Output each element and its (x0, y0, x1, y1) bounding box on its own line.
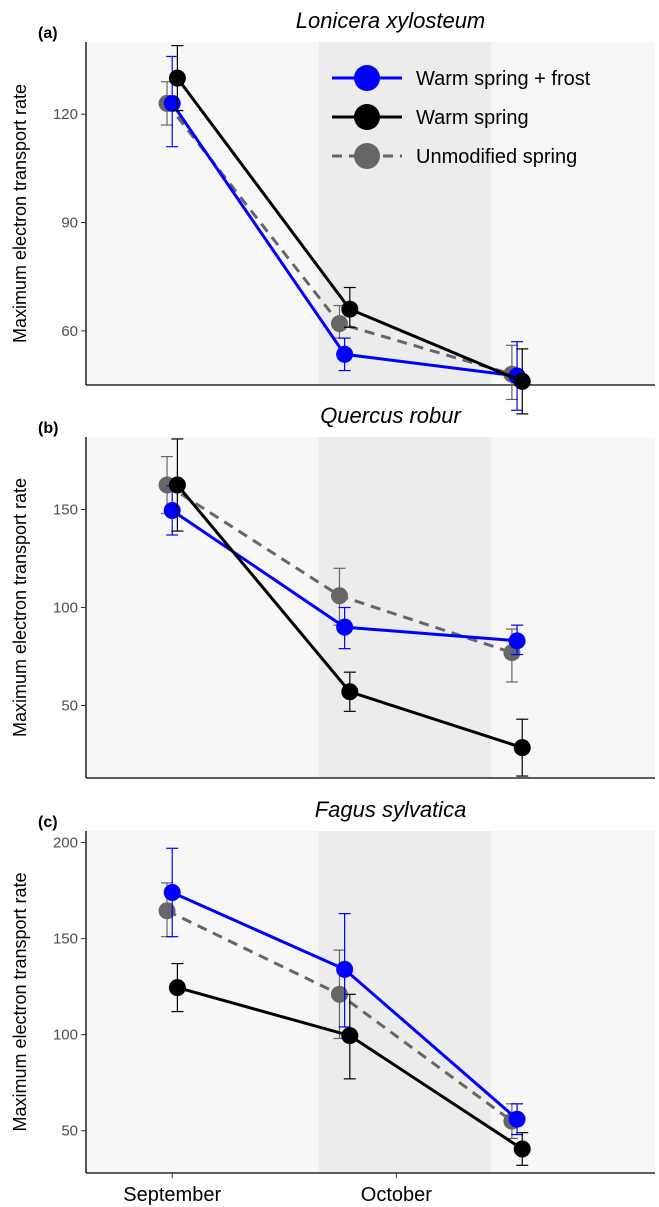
y-tick-label: 150 (53, 931, 78, 948)
y-tick-label: 150 (53, 502, 78, 519)
panel-label: (a) (38, 25, 58, 42)
series-warm-spring (168, 962, 531, 1166)
data-point (336, 345, 354, 363)
data-point (513, 739, 531, 757)
october-shaded-band (318, 831, 492, 1173)
series-warm-spring-frost (163, 847, 526, 1136)
data-point (336, 618, 354, 636)
data-point (341, 300, 359, 318)
data-point (513, 372, 531, 390)
panel-1: 50 100 150 (b) Quercus robur Maximum electron… (10, 403, 655, 779)
data-point (168, 476, 186, 494)
panel-label: (c) (38, 814, 58, 831)
x-tick-label: October (361, 1184, 432, 1206)
legend-label: Warm spring + frost (416, 68, 591, 90)
panel-2: 50 100 150 200 September October (c) Fagus sylv… (10, 797, 655, 1206)
y-tick-label: 60 (61, 323, 78, 340)
y-tick-label: 100 (53, 600, 78, 617)
data-point (513, 1140, 531, 1158)
y-tick-label: 200 (53, 835, 78, 852)
y-tick-label: 50 (61, 1123, 78, 1140)
x-tick-label: September (123, 1184, 221, 1206)
y-tick-label: 50 (61, 697, 78, 714)
series-warm-spring (168, 45, 531, 415)
data-point (508, 632, 526, 650)
october-shaded-band (318, 42, 492, 385)
data-point (168, 979, 186, 997)
panel-title: Lonicera xylosteum (296, 8, 486, 33)
data-point (158, 902, 176, 920)
data-point (330, 587, 348, 605)
data-point (163, 94, 181, 112)
legend-marker (354, 143, 380, 169)
legend-marker (354, 65, 380, 91)
data-point (168, 69, 186, 87)
legend-label: Warm spring (416, 107, 529, 129)
data-point (330, 985, 348, 1003)
panel-title: Fagus sylvatica (315, 797, 467, 822)
data-point (341, 1027, 359, 1045)
panel-title: Quercus robur (320, 403, 462, 428)
data-point (508, 1110, 526, 1128)
y-tick-label: 100 (53, 1027, 78, 1044)
y-tick-label: 90 (61, 215, 78, 232)
panel-label: (b) (38, 420, 58, 437)
data-point (330, 315, 348, 333)
panel-0: 60 90 120 (a) Lonicera xylosteum Maximum elec… (10, 8, 655, 415)
legend-label: Unmodified spring (416, 146, 577, 168)
legend-marker (354, 104, 380, 130)
y-axis-label: Maximum electron transport rate (10, 872, 30, 1131)
data-point (336, 960, 354, 978)
y-axis-label: Maximum electron transport rate (10, 478, 30, 737)
data-point (341, 683, 359, 701)
data-point (163, 501, 181, 519)
y-tick-label: 120 (53, 106, 78, 123)
data-point (163, 883, 181, 901)
legend: Warm spring + frost Warm spring Unmodified… (332, 65, 591, 169)
series-warm-spring (168, 438, 531, 777)
y-axis-label: Maximum electron transport rate (10, 84, 30, 343)
